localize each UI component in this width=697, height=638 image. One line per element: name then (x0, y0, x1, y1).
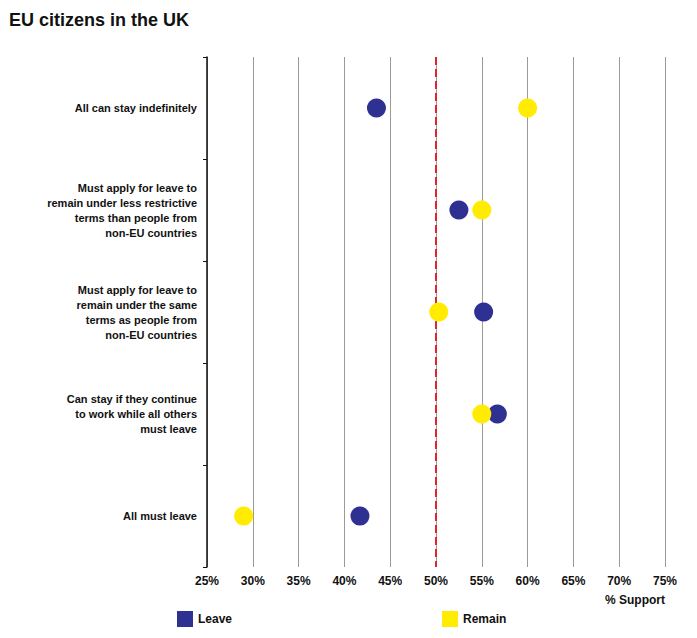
svg-text:All can stay indefinitely: All can stay indefinitely (75, 102, 198, 114)
svg-text:50%: 50% (424, 574, 448, 588)
svg-text:remain under less restrictive: remain under less restrictive (47, 197, 197, 209)
svg-text:40%: 40% (332, 574, 356, 588)
svg-text:to work while all others: to work while all others (75, 408, 197, 420)
svg-text:75%: 75% (653, 574, 677, 588)
svg-text:70%: 70% (607, 574, 631, 588)
svg-text:must leave: must leave (140, 423, 197, 435)
svg-text:non-EU countries: non-EU countries (105, 329, 197, 341)
svg-text:All must leave: All must leave (123, 510, 197, 522)
svg-text:Must apply for leave to: Must apply for leave to (78, 182, 197, 194)
svg-text:65%: 65% (561, 574, 585, 588)
svg-text:45%: 45% (378, 574, 402, 588)
svg-text:60%: 60% (516, 574, 540, 588)
svg-text:Can stay if they continue: Can stay if they continue (67, 393, 197, 405)
svg-text:Leave: Leave (198, 612, 232, 626)
svg-text:25%: 25% (195, 574, 219, 588)
svg-text:30%: 30% (241, 574, 265, 588)
svg-text:non-EU countries: non-EU countries (105, 227, 197, 239)
svg-text:35%: 35% (287, 574, 311, 588)
svg-text:55%: 55% (470, 574, 494, 588)
svg-text:% Support: % Support (605, 593, 665, 607)
svg-text:terms as people from: terms as people from (86, 314, 197, 326)
svg-text:Must apply for leave to: Must apply for leave to (78, 284, 197, 296)
svg-text:remain under the same: remain under the same (77, 299, 197, 311)
svg-text:Remain: Remain (463, 612, 506, 626)
svg-text:terms than people from: terms than people from (75, 212, 197, 224)
svg-text:EU citizens in the UK: EU citizens in the UK (9, 10, 189, 30)
